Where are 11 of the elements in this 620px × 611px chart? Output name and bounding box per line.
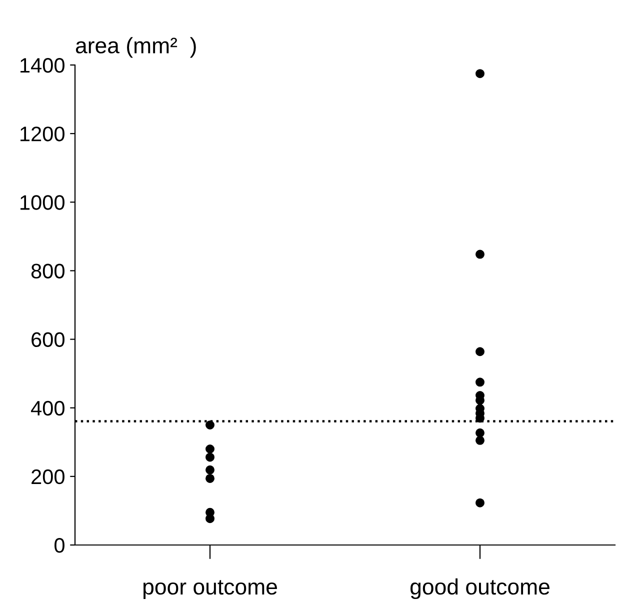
y-tick-label: 400 <box>31 400 64 416</box>
x-tick-label: poor outcome <box>144 580 277 600</box>
y-tick-label: 1000 <box>20 195 64 210</box>
y-axis-title: area (mm² ) <box>76 37 196 58</box>
y-tick-label: 0 <box>54 538 64 553</box>
y-tick-label: 1400 <box>20 58 64 73</box>
y-tick-label: 800 <box>31 264 64 278</box>
y-tick-label: 600 <box>32 332 64 348</box>
y-tick-label: 200 <box>32 469 64 484</box>
y-tick-label: 1200 <box>20 126 64 142</box>
x-tick-label: good outcome <box>410 578 550 600</box>
